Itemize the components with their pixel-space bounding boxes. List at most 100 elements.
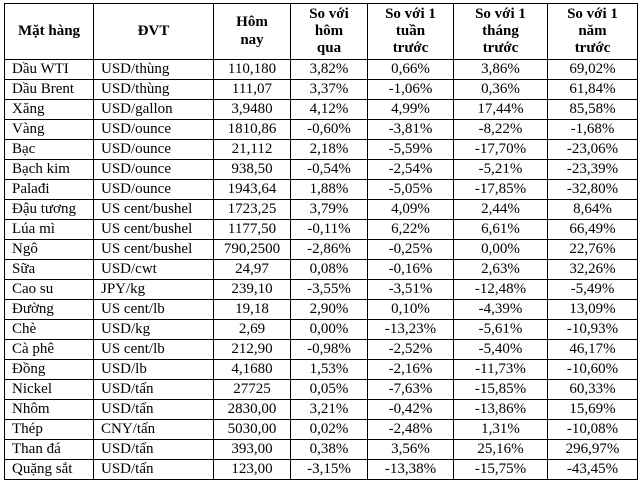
cell-vs-1-week: -0,25% [367, 239, 454, 260]
cell-commodity: Nhôm [4, 399, 94, 420]
cell-vs-yesterday: 1,88% [290, 179, 368, 200]
cell-unit: JPY/kg [93, 279, 214, 300]
cell-commodity: Thép [4, 419, 94, 440]
cell-commodity: Than đá [4, 439, 94, 460]
table-header-row: Mặt hàng ĐVT Hôm nay So với hôm qua So với 1… [4, 3, 638, 60]
cell-vs-1-month: -5,40% [453, 339, 548, 360]
cell-vs-1-month: -4,39% [453, 299, 548, 320]
cell-today: 111,07 [213, 79, 291, 100]
cell-vs-1-year: -23,06% [547, 139, 638, 160]
cell-vs-1-year: 8,64% [547, 199, 638, 220]
cell-vs-yesterday: 0,05% [290, 379, 368, 400]
cell-vs-yesterday: 3,37% [290, 79, 368, 100]
column-header-unit: ĐVT [93, 3, 214, 60]
cell-commodity: Sữa [4, 259, 94, 280]
cell-commodity: Bạch kim [4, 159, 94, 180]
cell-vs-yesterday: 1,53% [290, 359, 368, 380]
cell-today: 2,69 [213, 319, 291, 340]
cell-vs-1-week: -5,59% [367, 139, 454, 160]
cell-vs-yesterday: -3,15% [290, 459, 368, 480]
cell-vs-1-month: 3,86% [453, 59, 548, 80]
table-row: Palađi USD/ounce 1943,64 1,88% -5,05% -17,85%… [4, 179, 638, 200]
table-row: Đường US cent/lb 19,18 2,90% 0,10% -4,39% 13,0… [4, 299, 638, 320]
column-header-today: Hôm nay [213, 3, 291, 60]
cell-vs-1-year: -32,80% [547, 179, 638, 200]
cell-unit: USD/ounce [93, 139, 214, 160]
table-row: Xăng USD/gallon 3,9480 4,12% 4,99% 17,44% 85,5… [4, 99, 638, 120]
table-row: Chè USD/kg 2,69 0,00% -13,23% -5,61% -10,93% [4, 319, 638, 340]
cell-vs-1-month: -17,70% [453, 139, 548, 160]
cell-commodity: Palađi [4, 179, 94, 200]
cell-vs-1-week: -2,52% [367, 339, 454, 360]
cell-vs-1-week: -3,51% [367, 279, 454, 300]
column-header-vs-1-month: So với 1 tháng trước [453, 3, 548, 60]
cell-unit: USD/ounce [93, 119, 214, 140]
cell-today: 239,10 [213, 279, 291, 300]
table-row: Dầu Brent USD/thùng 111,07 3,37% -1,06% 0,36%… [4, 79, 638, 100]
cell-unit: USD/thùng [93, 79, 214, 100]
cell-commodity: Dầu Brent [4, 79, 94, 100]
cell-unit: USD/gallon [93, 99, 214, 120]
commodity-price-table: Mặt hàng ĐVT Hôm nay So với hôm qua So với 1… [4, 3, 638, 480]
cell-commodity: Đường [4, 299, 94, 320]
table-row: Than đá USD/tấn 393,00 0,38% 3,56% 25,16% 296,… [4, 439, 638, 460]
cell-today: 5030,00 [213, 419, 291, 440]
cell-vs-1-month: -15,85% [453, 379, 548, 400]
cell-vs-1-year: -10,60% [547, 359, 638, 380]
cell-vs-1-week: -3,81% [367, 119, 454, 140]
cell-vs-1-year: 69,02% [547, 59, 638, 80]
cell-unit: US cent/lb [93, 339, 214, 360]
column-header-vs-yesterday: So với hôm qua [290, 3, 368, 60]
cell-vs-yesterday: -3,55% [290, 279, 368, 300]
cell-vs-1-month: 0,00% [453, 239, 548, 260]
cell-unit: USD/thùng [93, 59, 214, 80]
cell-today: 21,112 [213, 139, 291, 160]
cell-today: 393,00 [213, 439, 291, 460]
cell-commodity: Xăng [4, 99, 94, 120]
table-row: Cà phê US cent/lb 212,90 -0,98% -2,52% -5,40%… [4, 339, 638, 360]
table-row: Đồng USD/lb 4,1680 1,53% -2,16% -11,73% -10,60… [4, 359, 638, 380]
cell-vs-1-month: -5,21% [453, 159, 548, 180]
cell-today: 24,97 [213, 259, 291, 280]
table-header: Mặt hàng ĐVT Hôm nay So với hôm qua So với 1… [4, 3, 638, 60]
cell-vs-1-month: 2,63% [453, 259, 548, 280]
cell-today: 212,90 [213, 339, 291, 360]
cell-today: 938,50 [213, 159, 291, 180]
cell-commodity: Vàng [4, 119, 94, 140]
table-row: Cao su JPY/kg 239,10 -3,55% -3,51% -12,48% -5,… [4, 279, 638, 300]
cell-vs-1-month: -17,85% [453, 179, 548, 200]
cell-commodity: Cao su [4, 279, 94, 300]
cell-vs-1-month: 25,16% [453, 439, 548, 460]
cell-unit: USD/tấn [93, 399, 214, 420]
cell-vs-1-week: 0,10% [367, 299, 454, 320]
cell-vs-yesterday: 2,18% [290, 139, 368, 160]
cell-vs-yesterday: -0,98% [290, 339, 368, 360]
cell-vs-yesterday: -0,11% [290, 219, 368, 240]
cell-commodity: Nickel [4, 379, 94, 400]
cell-unit: CNY/tấn [93, 419, 214, 440]
cell-vs-yesterday: 0,38% [290, 439, 368, 460]
cell-today: 790,2500 [213, 239, 291, 260]
cell-vs-1-week: -0,42% [367, 399, 454, 420]
table-row: Ngô US cent/bushel 790,2500 -2,86% -0,25% 0,0… [4, 239, 638, 260]
cell-vs-1-week: -13,23% [367, 319, 454, 340]
cell-vs-1-year: -1,68% [547, 119, 638, 140]
cell-vs-1-week: -7,63% [367, 379, 454, 400]
cell-unit: USD/tấn [93, 439, 214, 460]
cell-vs-1-year: -10,93% [547, 319, 638, 340]
table-row: Dầu WTI USD/thùng 110,180 3,82% 0,66% 3,86% 69… [4, 59, 638, 80]
table-row: Nickel USD/tấn 27725 0,05% -7,63% -15,85% 60,3… [4, 379, 638, 400]
cell-vs-1-year: 60,33% [547, 379, 638, 400]
cell-vs-1-year: 46,17% [547, 339, 638, 360]
cell-unit: USD/tấn [93, 379, 214, 400]
cell-vs-1-month: -5,61% [453, 319, 548, 340]
cell-unit: US cent/lb [93, 299, 214, 320]
table-row: Sữa USD/cwt 24,97 0,08% -0,16% 2,63% 32,26% [4, 259, 638, 280]
cell-today: 2830,00 [213, 399, 291, 420]
cell-vs-1-week: -2,54% [367, 159, 454, 180]
cell-commodity: Quặng sắt [4, 459, 94, 480]
cell-unit: US cent/bushel [93, 199, 214, 220]
cell-today: 19,18 [213, 299, 291, 320]
cell-unit: US cent/bushel [93, 239, 214, 260]
cell-vs-1-year: 13,09% [547, 299, 638, 320]
